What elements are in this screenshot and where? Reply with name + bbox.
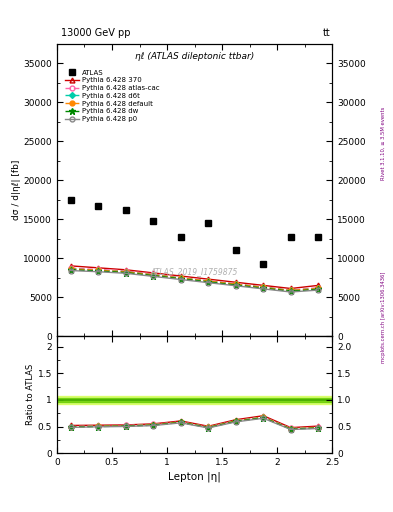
Text: Rivet 3.1.10, ≥ 3.5M events: Rivet 3.1.10, ≥ 3.5M events: [381, 106, 386, 180]
Pythia 6.428 p0: [261, 286, 266, 292]
Line: Pythia 6.428 default: Pythia 6.428 default: [68, 267, 321, 293]
Pythia 6.428 atlas-cac: [96, 266, 101, 272]
Pythia 6.428 d6t: [178, 275, 183, 281]
Y-axis label: Ratio to ATLAS: Ratio to ATLAS: [26, 364, 35, 425]
Pythia 6.428 370: [233, 279, 238, 285]
Pythia 6.428 default: [151, 272, 156, 278]
ATLAS: [261, 261, 266, 267]
Line: Pythia 6.428 p0: Pythia 6.428 p0: [68, 268, 321, 294]
Pythia 6.428 370: [68, 263, 73, 269]
Text: 13000 GeV pp: 13000 GeV pp: [61, 28, 130, 38]
Line: Pythia 6.428 atlas-cac: Pythia 6.428 atlas-cac: [68, 266, 321, 292]
Pythia 6.428 default: [316, 285, 321, 291]
Pythia 6.428 atlas-cac: [123, 268, 128, 274]
ATLAS: [96, 203, 101, 209]
Pythia 6.428 p0: [316, 287, 321, 293]
Pythia 6.428 d6t: [68, 266, 73, 272]
Pythia 6.428 dw: [151, 272, 156, 279]
Pythia 6.428 d6t: [151, 272, 156, 278]
Pythia 6.428 d6t: [288, 287, 293, 293]
Pythia 6.428 dw: [178, 275, 183, 282]
Text: ATLAS_2019_I1759875: ATLAS_2019_I1759875: [151, 267, 238, 276]
ATLAS: [206, 220, 211, 226]
Pythia 6.428 atlas-cac: [288, 287, 293, 293]
ATLAS: [316, 233, 321, 240]
Pythia 6.428 default: [233, 281, 238, 287]
Pythia 6.428 p0: [178, 276, 183, 283]
Pythia 6.428 atlas-cac: [233, 281, 238, 287]
Pythia 6.428 atlas-cac: [261, 284, 266, 290]
Line: Pythia 6.428 370: Pythia 6.428 370: [68, 264, 321, 291]
Pythia 6.428 dw: [316, 286, 321, 292]
Pythia 6.428 d6t: [96, 267, 101, 273]
Pythia 6.428 atlas-cac: [68, 265, 73, 271]
Pythia 6.428 dw: [261, 285, 266, 291]
Pythia 6.428 d6t: [123, 269, 128, 275]
Pythia 6.428 370: [96, 265, 101, 271]
Pythia 6.428 dw: [96, 268, 101, 274]
Pythia 6.428 370: [123, 267, 128, 273]
Text: ηℓ (ATLAS dileptonic ttbar): ηℓ (ATLAS dileptonic ttbar): [135, 52, 254, 61]
Bar: [57, 396, 332, 403]
Legend: ATLAS, Pythia 6.428 370, Pythia 6.428 atlas-cac, Pythia 6.428 d6t, Pythia 6.428 : ATLAS, Pythia 6.428 370, Pythia 6.428 at…: [62, 67, 162, 125]
Pythia 6.428 default: [123, 269, 128, 275]
X-axis label: Lepton |η|: Lepton |η|: [168, 471, 221, 482]
Pythia 6.428 p0: [206, 280, 211, 286]
Pythia 6.428 dw: [206, 279, 211, 285]
Pythia 6.428 atlas-cac: [151, 271, 156, 277]
Pythia 6.428 370: [178, 273, 183, 279]
Pythia 6.428 d6t: [233, 281, 238, 287]
ATLAS: [178, 233, 183, 240]
Line: Pythia 6.428 d6t: Pythia 6.428 d6t: [69, 267, 320, 292]
Pythia 6.428 dw: [68, 267, 73, 273]
Pythia 6.428 atlas-cac: [316, 285, 321, 291]
Pythia 6.428 d6t: [206, 278, 211, 284]
Pythia 6.428 p0: [123, 270, 128, 276]
Pythia 6.428 default: [288, 287, 293, 293]
ATLAS: [151, 218, 156, 224]
Pythia 6.428 d6t: [316, 285, 321, 291]
ATLAS: [288, 233, 293, 240]
Pythia 6.428 p0: [233, 283, 238, 289]
Pythia 6.428 atlas-cac: [206, 278, 211, 284]
Bar: [57, 398, 332, 401]
Line: ATLAS: ATLAS: [68, 197, 321, 267]
Pythia 6.428 370: [151, 270, 156, 276]
Pythia 6.428 370: [261, 282, 266, 288]
Pythia 6.428 p0: [288, 289, 293, 295]
Text: tt: tt: [322, 28, 330, 38]
ATLAS: [123, 207, 128, 214]
Line: Pythia 6.428 dw: Pythia 6.428 dw: [68, 267, 321, 294]
Pythia 6.428 dw: [288, 288, 293, 294]
Pythia 6.428 dw: [233, 282, 238, 288]
Pythia 6.428 default: [178, 275, 183, 281]
Pythia 6.428 370: [288, 285, 293, 291]
Pythia 6.428 atlas-cac: [178, 274, 183, 281]
Pythia 6.428 dw: [123, 269, 128, 275]
ATLAS: [68, 197, 73, 203]
Pythia 6.428 default: [261, 284, 266, 290]
Pythia 6.428 d6t: [261, 284, 266, 290]
Pythia 6.428 p0: [68, 267, 73, 273]
Pythia 6.428 370: [206, 276, 211, 282]
Pythia 6.428 p0: [151, 273, 156, 280]
Pythia 6.428 default: [206, 278, 211, 284]
ATLAS: [233, 247, 238, 253]
Pythia 6.428 370: [316, 282, 321, 288]
Pythia 6.428 default: [68, 266, 73, 272]
Pythia 6.428 default: [96, 267, 101, 273]
Pythia 6.428 p0: [96, 269, 101, 275]
Y-axis label: dσ / d|ηℓ| [fb]: dσ / d|ηℓ| [fb]: [12, 160, 20, 220]
Text: mcplots.cern.ch [arXiv:1306.3436]: mcplots.cern.ch [arXiv:1306.3436]: [381, 272, 386, 363]
